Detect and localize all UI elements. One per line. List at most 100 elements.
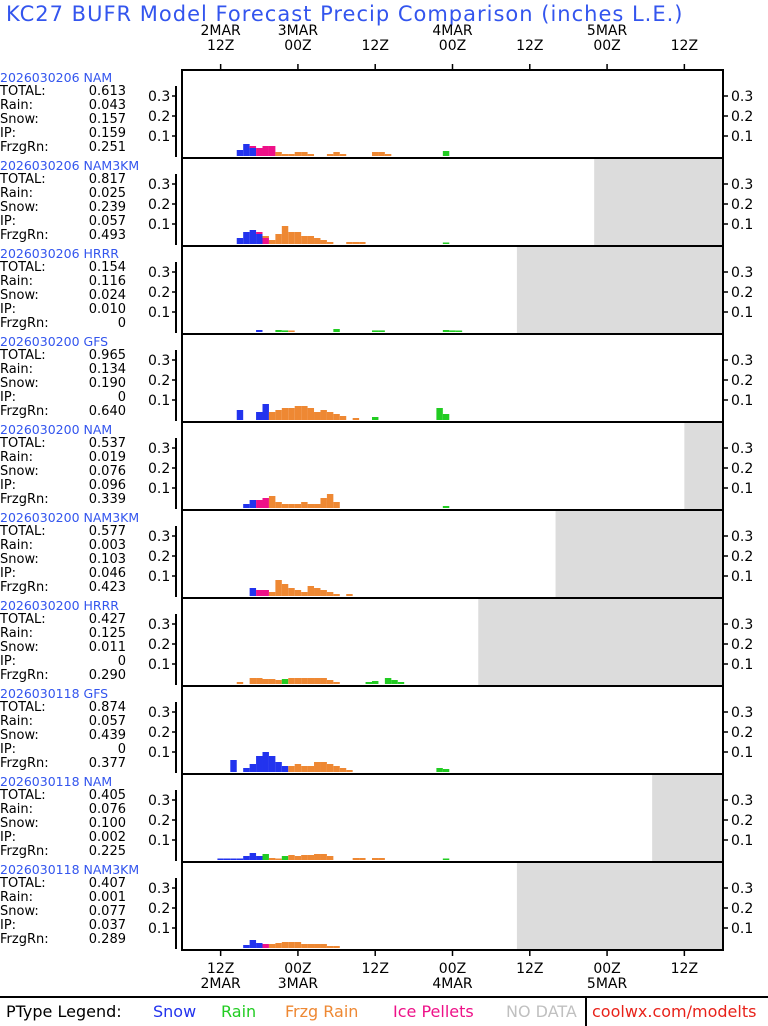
right-y-tick-label: 0.3 [731, 881, 753, 897]
stat-value: 0.377 [88, 756, 126, 771]
stat-label: TOTAL: [0, 260, 46, 275]
precip-bar-rain [442, 242, 450, 244]
precip-bar-frzg [359, 242, 366, 244]
precip-bar-frzg [320, 590, 327, 596]
right-y-tick-label: 0.1 [731, 217, 753, 233]
stat-label: Rain: [0, 362, 33, 377]
stat-row: Snow: 0.076 [0, 465, 126, 479]
stat-row: FrzgRn: 0.640 [0, 405, 126, 419]
precip-bar-frzg [326, 764, 334, 772]
model-run-label: 2026030200 NAM3KM [0, 510, 140, 525]
precip-bar-snow [262, 752, 269, 772]
left-y-tick-label: 0.3 [148, 265, 170, 281]
stat-row: Snow: 0.024 [0, 289, 126, 303]
precip-bar-frzg [256, 678, 263, 684]
left-y-tick-label: 0.3 [148, 793, 170, 809]
top-tick-hour: 00Z [593, 38, 621, 54]
bottom-tick-hour: 12Z [361, 961, 389, 977]
precip-bar-frzg [294, 942, 302, 948]
precip-bar-frzg [307, 766, 315, 772]
precip-bar-frzg [294, 232, 302, 244]
precip-bar-frzg [288, 504, 295, 508]
precip-bar-snow [230, 858, 237, 860]
model-run-label: 2026030118 GFS [0, 686, 109, 701]
panel-background [182, 422, 723, 510]
stat-label: FrzgRn: [0, 228, 49, 243]
stat-label: IP: [0, 830, 17, 845]
stat-row: FrzgRn: 0.377 [0, 757, 126, 771]
bottom-tick-hour: 12Z [206, 961, 235, 977]
precip-bar-frzg [294, 152, 302, 156]
precip-bar-snow [243, 945, 250, 948]
left-y-tick-label: 0.2 [148, 549, 170, 565]
bottom-tick-date: 2MAR [200, 976, 241, 992]
precip-bar-frzg [288, 154, 295, 156]
stat-label: TOTAL: [0, 876, 46, 891]
stat-row: TOTAL: 0.965 [0, 349, 126, 363]
precip-bar-snow [256, 330, 263, 332]
model-run-label: 2026030206 NAM [0, 70, 113, 85]
stat-row: TOTAL: 0.154 [0, 261, 126, 275]
right-y-tick-label: 0.3 [731, 529, 753, 545]
precip-bar-frzg [326, 680, 334, 684]
stat-row: Rain: 0.116 [0, 275, 126, 289]
left-y-tick-label: 0.2 [148, 637, 170, 653]
stat-value: 0.405 [88, 788, 126, 803]
precip-bar-rain [365, 682, 372, 684]
left-y-tick-label: 0.2 [148, 373, 170, 389]
stat-value: 0.157 [88, 112, 126, 127]
panel-background [182, 70, 723, 158]
stat-value: 0.290 [88, 668, 126, 683]
left-y-tick-label: 0.2 [148, 813, 170, 829]
bottom-tick-hour: 00Z [284, 961, 312, 977]
stat-value: 0.423 [88, 580, 126, 595]
precip-bar-frzg [320, 678, 327, 684]
precip-bar-snow [256, 412, 263, 420]
legend-snow: Snow [153, 1002, 197, 1021]
no-data-region [516, 247, 723, 333]
stat-value: 0.439 [88, 728, 126, 743]
precip-bar-frzg [339, 768, 347, 772]
stat-label: IP: [0, 478, 17, 493]
left-y-tick-label: 0.1 [148, 129, 170, 145]
precip-bar-rain [391, 680, 398, 684]
precip-bar-frzg [275, 152, 282, 156]
stat-row: TOTAL: 0.817 [0, 173, 126, 187]
top-tick-date: 2MAR [200, 23, 241, 39]
left-y-tick-label: 0.1 [148, 305, 170, 321]
top-tick-date: 3MAR [277, 23, 319, 39]
precip-bar-frzg [275, 680, 282, 684]
precip-bar-frzg [314, 238, 321, 244]
right-y-tick-label: 0.3 [731, 705, 753, 721]
precip-bar-frzg [320, 944, 327, 948]
precip-bar-frzg [294, 856, 302, 860]
top-tick-label: 3MAR 00Z [268, 24, 328, 54]
precip-bar-frzg [314, 762, 321, 772]
stat-row: TOTAL: 0.874 [0, 701, 126, 715]
precip-bar-rain [371, 681, 379, 684]
precip-bar-rain [442, 151, 450, 156]
stat-row: Snow: 0.239 [0, 201, 126, 215]
precip-bar-frzg [352, 858, 360, 860]
precip-bar-frzg [294, 504, 302, 508]
precip-bar-rain [384, 678, 392, 684]
precip-bar-snow [249, 588, 257, 596]
top-tick-label: 5MAR 00Z [577, 24, 637, 54]
precip-bar-frzg [333, 766, 340, 772]
stat-value: 0.613 [88, 84, 126, 99]
stat-value: 0 [117, 316, 126, 331]
precip-bar-frzg [384, 154, 392, 156]
stat-label: IP: [0, 302, 17, 317]
model-stats: 2026030118 NAM TOTAL: 0.405 Rain: 0.076 Snow:… [0, 775, 180, 859]
stat-value: 0.190 [88, 376, 126, 391]
stat-label: TOTAL: [0, 348, 46, 363]
stat-value: 0.076 [88, 464, 126, 479]
precip-bar-ip [262, 498, 269, 508]
stat-row: Rain: 0.057 [0, 715, 126, 729]
precip-bar-frzg [333, 502, 340, 508]
stat-row: FrzgRn: 0.423 [0, 581, 126, 595]
precip-bar-frzg [268, 679, 276, 684]
precip-bar-frzg [339, 416, 347, 420]
